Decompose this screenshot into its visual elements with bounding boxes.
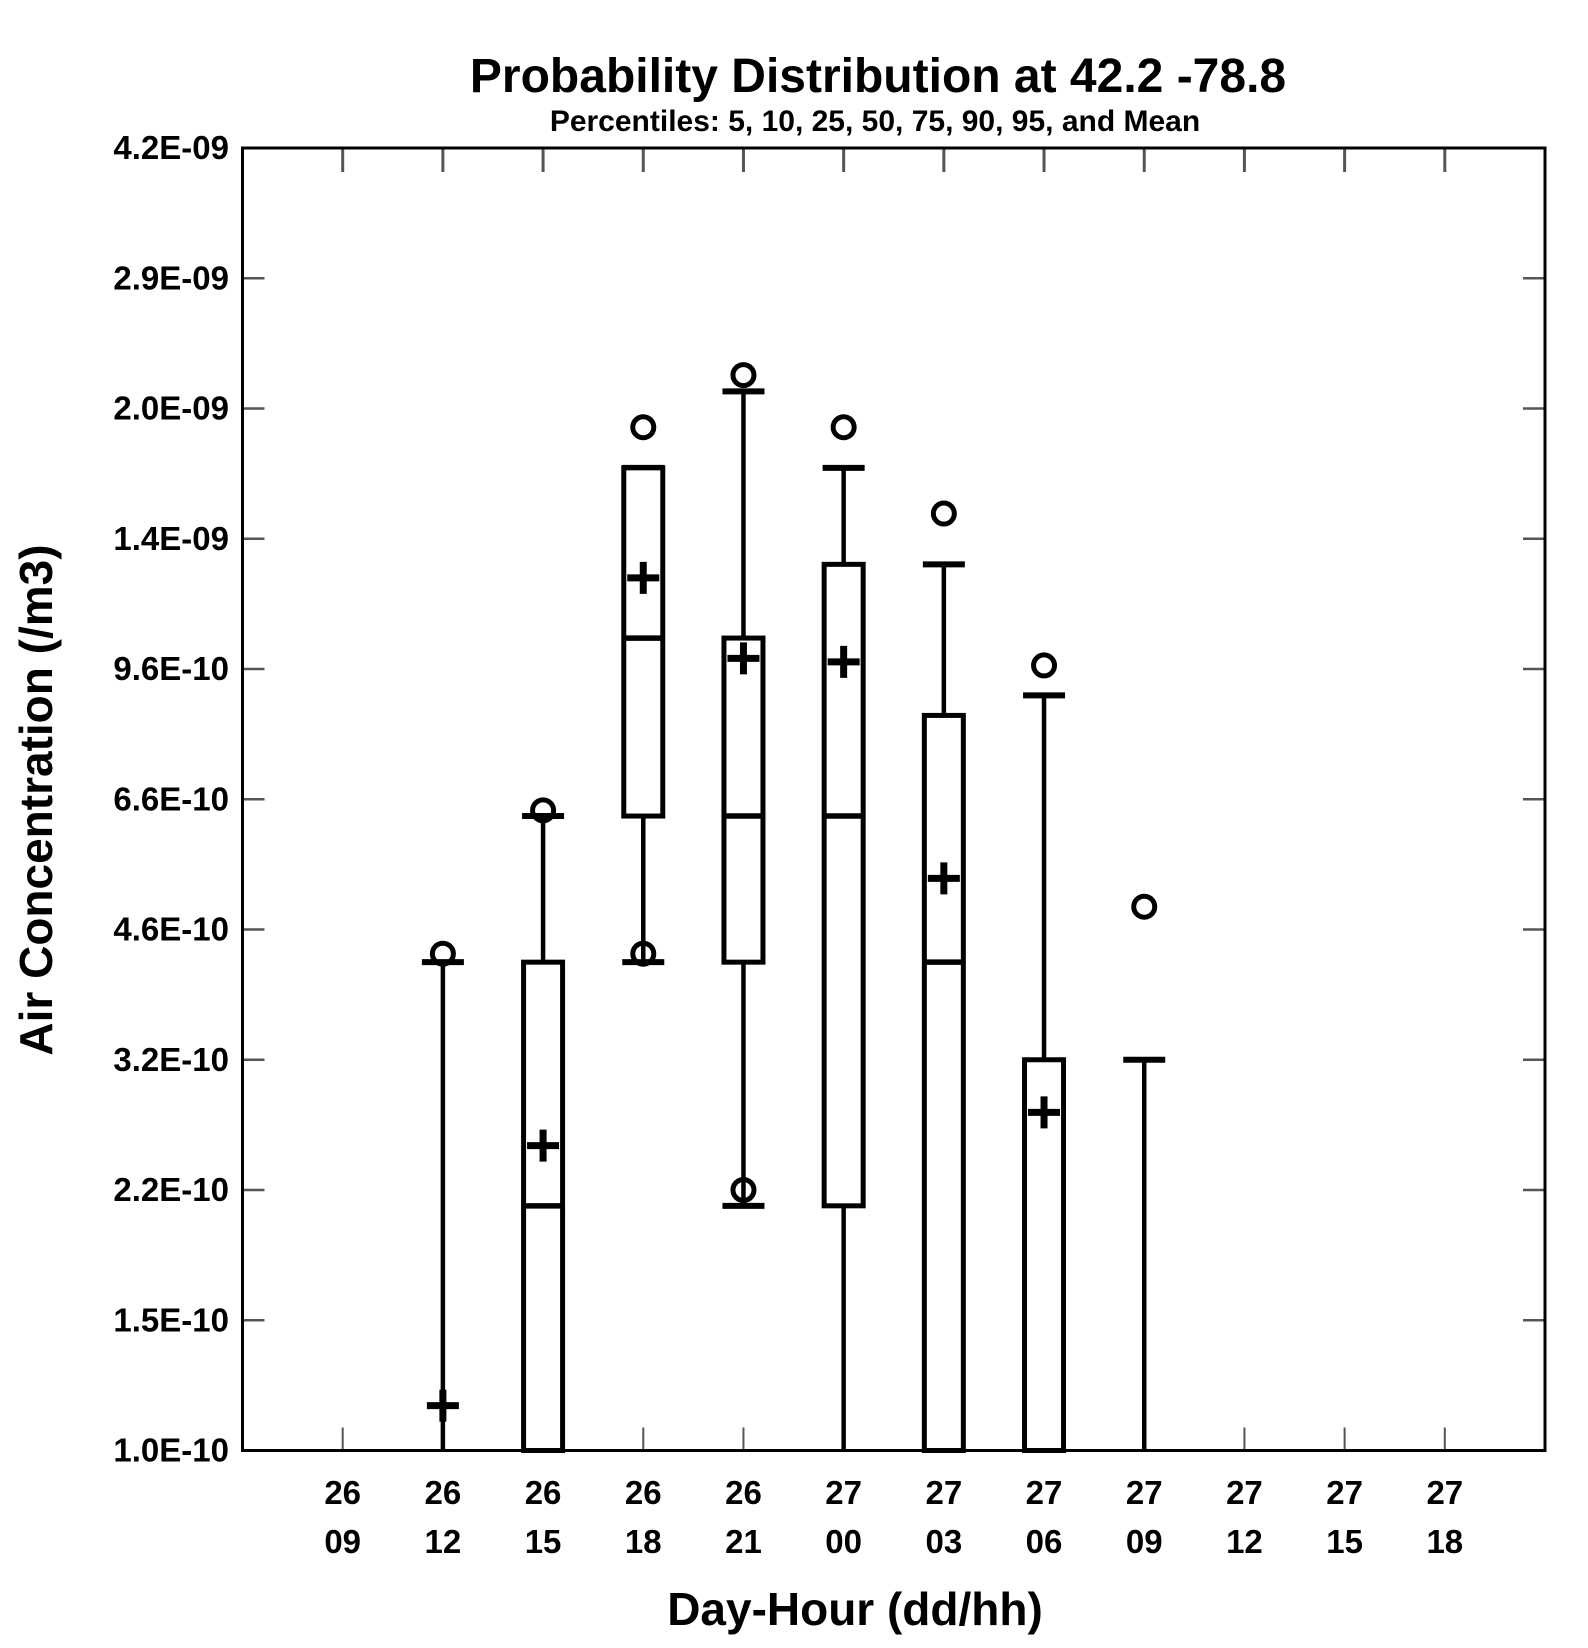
box-series [421, 362, 1166, 1453]
y-tick-label: 1.4E-09 [113, 520, 229, 557]
x-tick-label-day: 27 [1026, 1474, 1063, 1511]
y-tick-label: 2.9E-09 [113, 259, 229, 296]
plot-frame [241, 146, 1547, 1452]
box-group-26-12 [421, 940, 464, 1451]
box-group-27-09 [1123, 893, 1166, 1451]
x-tick-label-hour: 12 [1226, 1523, 1263, 1560]
box-group-26-15 [521, 797, 566, 1453]
x-tick-label-hour: 09 [324, 1523, 361, 1560]
p95-outlier-circle-icon [429, 940, 456, 967]
x-tick-label-day: 27 [1426, 1474, 1463, 1511]
x-tick-label-day: 26 [324, 1474, 361, 1511]
x-tick-label-day: 26 [625, 1474, 662, 1511]
y-tick-label: 2.2E-10 [113, 1171, 229, 1208]
y-tick-label: 9.6E-10 [113, 650, 229, 687]
p95-outlier-circle-icon [1131, 893, 1158, 920]
x-tick-label-hour: 06 [1026, 1523, 1063, 1560]
chart-subtitle: Percentiles: 5, 10, 25, 50, 75, 90, 95, … [550, 105, 1200, 138]
x-tick-label-day: 26 [425, 1474, 462, 1511]
x-axis-title: Day-Hour (dd/hh) [667, 1583, 1043, 1635]
y-tick-label: 6.6E-10 [113, 780, 229, 817]
p5-outlier-circle-icon [630, 940, 657, 967]
y-tick-label: 4.2E-09 [113, 129, 229, 166]
x-tick-label-day: 26 [725, 1474, 762, 1511]
box-group-27-00 [821, 414, 866, 1451]
p95-outlier-circle-icon [530, 797, 557, 824]
p95-outlier-circle-icon [730, 362, 757, 389]
y-tick-label: 3.2E-10 [113, 1041, 229, 1078]
y-tick-label: 2.0E-09 [113, 390, 229, 427]
box-group-27-03 [921, 500, 966, 1453]
iqr-box [721, 635, 766, 965]
iqr-box [921, 712, 966, 1453]
y-tick-label: 1.5E-10 [113, 1301, 229, 1338]
y-tick-label: 1.0E-10 [113, 1432, 229, 1469]
p5-outlier-circle-icon [730, 1177, 757, 1203]
x-tick-label-day: 27 [1326, 1474, 1363, 1511]
box-group-26-21 [721, 362, 766, 1209]
p95-outlier-circle-icon [1031, 652, 1058, 679]
x-tick-label-day: 27 [825, 1474, 862, 1511]
x-tick-label-hour: 12 [425, 1523, 462, 1560]
iqr-box [621, 465, 666, 819]
x-tick-label-hour: 18 [625, 1523, 662, 1560]
x-tick-label-day: 26 [525, 1474, 562, 1511]
axis-tick-labels: 4.2E-09 2.9E-09 2.0E-09 1.4E-09 9.6E-10 6.6E-… [113, 129, 1463, 1560]
x-tick-label-hour: 03 [925, 1523, 962, 1560]
chart-title: Probability Distribution at 42.2 -78.8 [470, 50, 1286, 103]
x-tick-label-hour: 18 [1426, 1523, 1463, 1560]
x-tick-label-hour: 15 [525, 1523, 562, 1560]
p95-outlier-circle-icon [630, 414, 657, 441]
x-tick-label-hour: 15 [1326, 1523, 1363, 1560]
x-tick-label-day: 27 [925, 1474, 962, 1511]
x-tick-label-day: 27 [1126, 1474, 1163, 1511]
box-group-26-18 [621, 414, 666, 967]
p95-outlier-circle-icon [930, 500, 957, 527]
x-tick-label-day: 27 [1226, 1474, 1263, 1511]
y-tick-label: 4.6E-10 [113, 911, 229, 948]
box-group-27-06 [1022, 652, 1067, 1453]
p95-outlier-circle-icon [830, 414, 857, 441]
y-axis-title: Air Concentration (/m3) [10, 544, 62, 1055]
x-tick-label-hour: 00 [825, 1523, 862, 1560]
x-tick-label-hour: 21 [725, 1523, 762, 1560]
x-tick-label-hour: 09 [1126, 1523, 1163, 1560]
